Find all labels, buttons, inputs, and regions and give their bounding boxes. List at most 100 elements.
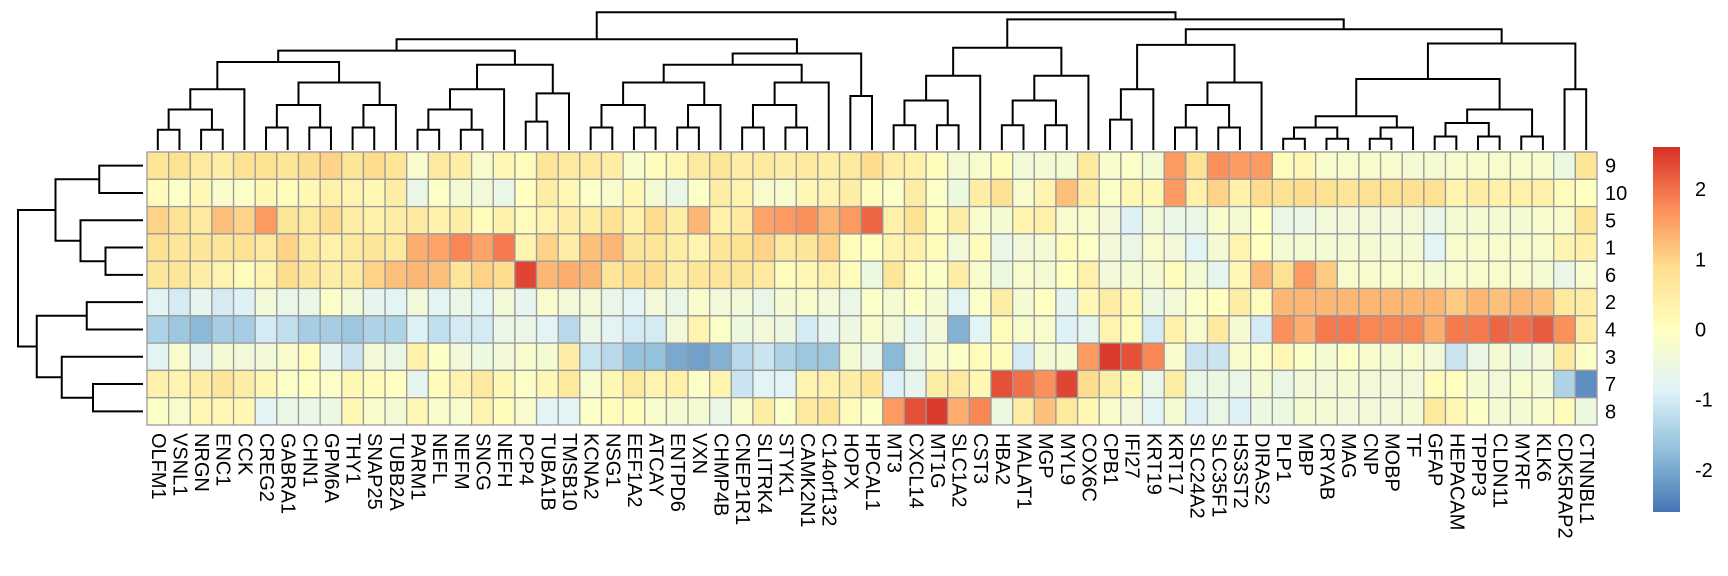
column-dendrogram-branch [632, 126, 657, 150]
heatmap-cell [925, 397, 949, 426]
heatmap-cell [1250, 260, 1274, 290]
heatmap-cell [903, 397, 927, 426]
heatmap-cell [1293, 178, 1317, 208]
heatmap-cell [860, 369, 884, 399]
column-label: ATCAY [645, 433, 667, 497]
heatmap-cell [1315, 233, 1338, 262]
column-label: MYRF [1510, 433, 1532, 490]
heatmap-cell [319, 260, 343, 290]
heatmap-cell [341, 151, 365, 180]
heatmap-cell [1033, 342, 1057, 372]
heatmap-cell [449, 205, 473, 235]
heatmap-cell [1379, 205, 1403, 235]
heatmap-cell [882, 178, 906, 208]
heatmap-cell [665, 287, 689, 317]
heatmap-cell [535, 315, 559, 344]
heatmap-cell [384, 260, 408, 290]
heatmap-cell [1141, 342, 1165, 372]
heatmap-cell [449, 151, 473, 180]
heatmap-cell [1120, 233, 1144, 262]
heatmap-cell [1098, 369, 1122, 399]
column-dendrogram-branch [1520, 135, 1544, 150]
heatmap-cell [1531, 233, 1555, 262]
heatmap-cell [1401, 205, 1425, 235]
colorbar: 2 1 0 -1 -2 [1653, 147, 1713, 512]
heatmap-cell [968, 397, 992, 426]
heatmap-cell [838, 233, 862, 262]
heatmap-cell [860, 233, 884, 262]
heatmap-cell [622, 342, 646, 372]
column-label: CST3 [969, 433, 991, 484]
row-dendrogram-branch [104, 246, 143, 276]
heatmap-cell [1076, 260, 1100, 290]
heatmap-cell [254, 369, 278, 399]
heatmap-cell [535, 205, 559, 235]
column-dendrogram-branch [1293, 126, 1339, 139]
column-label: COX6C [1077, 433, 1099, 502]
heatmap-cell [1509, 151, 1533, 180]
heatmap-cell [362, 287, 386, 317]
column-dendrogram-branch [416, 128, 441, 150]
heatmap-cell [1488, 315, 1512, 344]
heatmap-cell [1012, 315, 1035, 344]
column-label: DIRAS2 [1251, 433, 1273, 505]
heatmap-cell [1509, 397, 1533, 426]
heatmap-cell [1336, 233, 1360, 262]
column-dendrogram-branch [1355, 78, 1501, 117]
heatmap-cell [1466, 315, 1490, 344]
heatmap-cell [557, 315, 581, 344]
heatmap-cell [1098, 233, 1122, 262]
heatmap-cell [947, 342, 971, 372]
heatmap-cell [579, 342, 603, 372]
heatmap-cell [1250, 397, 1274, 426]
heatmap-cell [167, 260, 191, 290]
heatmap-cell [1574, 260, 1598, 290]
heatmap-cell [211, 205, 235, 235]
heatmap-cell [1423, 287, 1447, 317]
heatmap-cell [319, 205, 343, 235]
column-dendrogram-branch [1476, 135, 1501, 150]
heatmap-cell [903, 342, 927, 372]
heatmap-cell [838, 397, 862, 426]
heatmap-cell [860, 397, 884, 426]
heatmap-cell [276, 260, 300, 290]
heatmap-cell [1379, 151, 1403, 180]
heatmap-cell [1553, 397, 1577, 426]
heatmap-cell [600, 287, 624, 317]
column-dendrogram-branch [427, 108, 473, 130]
heatmap-cell [795, 287, 819, 317]
column-dendrogram-branch [308, 126, 332, 150]
row-label: 4 [1605, 319, 1616, 341]
heatmap-cell [925, 178, 949, 208]
heatmap-cell [557, 260, 581, 290]
column-label: IFI27 [1121, 433, 1143, 479]
heatmap-cell [1553, 315, 1577, 344]
heatmap-cell [1401, 178, 1425, 208]
heatmap-cell [947, 369, 971, 399]
heatmap-cell [1076, 397, 1100, 426]
heatmap-cell [773, 397, 797, 426]
row-label: 7 [1605, 374, 1616, 396]
heatmap-cell [254, 233, 278, 262]
heatmap-cell [795, 315, 819, 344]
heatmap-cell [1163, 287, 1187, 317]
column-label: PARM1 [407, 433, 429, 500]
heatmap-cell [968, 369, 992, 399]
column-label: TUBB2A [385, 433, 407, 511]
heatmap-cell [189, 260, 213, 290]
column-dendrogram-branch [459, 128, 484, 150]
heatmap-cell [492, 315, 516, 344]
heatmap-cell [1228, 342, 1252, 372]
row-dendrogram-branch [79, 219, 143, 263]
column-dendrogram-branch [925, 74, 982, 150]
heatmap-cell [1076, 205, 1100, 235]
column-label: PLP1 [1272, 433, 1294, 482]
column-dendrogram-branch [448, 88, 506, 150]
column-label: NEFL [428, 433, 450, 484]
heatmap-cell [384, 205, 408, 235]
heatmap-cell [1098, 151, 1122, 180]
heatmap-cell [1163, 260, 1187, 290]
heatmap-cell [687, 233, 711, 262]
heatmap-cell [1531, 151, 1555, 180]
heatmap-cell [665, 151, 689, 180]
